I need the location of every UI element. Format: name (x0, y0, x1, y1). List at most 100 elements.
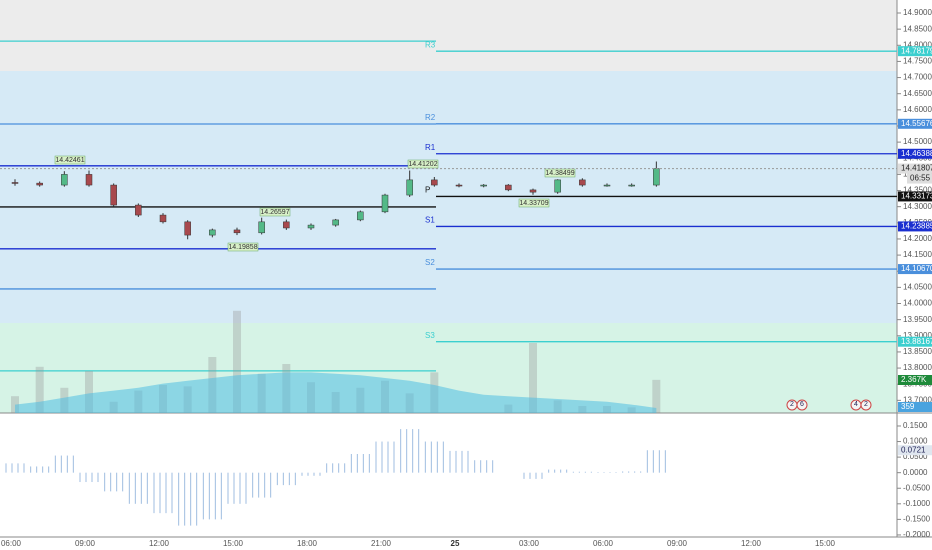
current-price-label: 14.41807 (901, 164, 932, 173)
x-tick-label: 15:00 (815, 539, 836, 548)
candle-body (85, 174, 93, 186)
pivot-price-label: 14.10670 (901, 264, 932, 273)
y-tick-label: -0.1500 (903, 514, 931, 523)
pivot-price-label: 14.78179 (901, 46, 932, 55)
pivot-price-label-box (898, 264, 932, 275)
pivot-name: P (425, 186, 430, 195)
x-tick-label: 06:00 (1, 539, 22, 548)
candle-body (455, 184, 463, 187)
volume-bar (85, 371, 94, 413)
pivot-name: S2 (425, 258, 435, 267)
candle-body (258, 221, 265, 234)
event-count: 2 (864, 401, 868, 408)
annotation-box (54, 155, 86, 165)
y-tick-label: 14.2000 (903, 234, 932, 243)
pivot-name: S1 (425, 216, 435, 225)
x-tick-label: 09:00 (667, 539, 688, 548)
y-tick-label: 14.5000 (903, 137, 932, 146)
x-tick-label: 21:00 (371, 539, 392, 548)
candle-body (579, 179, 586, 186)
countdown: 06:55 (910, 174, 931, 183)
candle-body (431, 179, 438, 186)
candle-body (36, 182, 43, 186)
y-tick-label: 14.1500 (903, 250, 932, 259)
x-tick-label: 18:00 (297, 539, 318, 548)
candle-body (11, 182, 19, 184)
y-tick-label: 0.0500 (903, 452, 928, 461)
y-tick-label: 14.3500 (903, 186, 932, 195)
candle-body (283, 221, 290, 229)
annotation-box (518, 198, 550, 208)
y-tick-label: 14.0000 (903, 299, 932, 308)
candle-body (529, 189, 537, 193)
y-tick-label: -0.2000 (903, 530, 931, 539)
candle-body (307, 224, 315, 229)
candle-body (505, 184, 512, 191)
annotation-box (259, 207, 291, 217)
volume-bar (35, 366, 44, 413)
x-tick-label: 15:00 (223, 539, 244, 548)
y-tick-label: 13.8500 (903, 347, 932, 356)
y-tick-label: 14.7000 (903, 73, 932, 82)
pivot-price-label: 14.55676 (901, 119, 932, 128)
candle-body (406, 179, 413, 196)
current-price-label-box (898, 163, 932, 174)
event-icon (860, 399, 872, 411)
y-tick-label: 14.8500 (903, 24, 932, 33)
x-tick-label: 12:00 (149, 539, 170, 548)
volume-ma-area (15, 372, 657, 413)
candle-body (603, 184, 611, 187)
pivot-price-label: 13.88167 (901, 337, 932, 346)
candle-body (135, 204, 142, 216)
pivot-price-label-box (898, 221, 932, 232)
volume-label: 2.367K (901, 375, 927, 384)
y-tick-label: 0.0000 (903, 468, 928, 477)
pivot-price-label-box (898, 148, 932, 159)
volume-bar (529, 343, 538, 413)
indicator-current-label-box (898, 445, 932, 456)
y-tick-label: 14.8000 (903, 40, 932, 49)
annotation: 14.42461 (55, 157, 84, 164)
y-tick-label: 13.8000 (903, 363, 932, 372)
candle-body (110, 184, 117, 206)
pivot-price-label: 14.33173 (901, 192, 932, 201)
y-tick-label: 13.9000 (903, 331, 932, 340)
y-tick-label: 14.9000 (903, 8, 932, 17)
volume-bar (233, 310, 242, 413)
y-tick-label: 14.3000 (903, 202, 932, 211)
y-tick-label: 13.7000 (903, 395, 932, 404)
annotation-box (227, 242, 259, 252)
event-icon (796, 399, 808, 411)
volume-ma-label: 359 (901, 402, 915, 411)
x-tick-label: 25 (451, 539, 460, 548)
annotation-box (407, 159, 439, 169)
y-tick-label: 0.1000 (903, 437, 928, 446)
pivot-price-label-box (898, 46, 932, 57)
volume-ma-label-box (898, 402, 932, 412)
pivot-price-label: 14.46388 (901, 149, 932, 158)
candle-body (184, 221, 191, 236)
candle-body (381, 194, 389, 213)
annotation: 14.38499 (545, 170, 574, 177)
pivot-price-label: 14.23885 (901, 222, 932, 231)
pivot-name: R3 (425, 40, 436, 49)
candle-body (233, 229, 241, 234)
indicator-current-label: 0.0721 (901, 445, 926, 454)
candle-body (61, 174, 68, 186)
candle-body (209, 229, 216, 236)
pivot-name: R1 (425, 143, 436, 152)
pivot-price-label-box (898, 191, 932, 202)
annotation: 14.41202 (408, 161, 437, 168)
event-count: 6 (800, 401, 804, 408)
pivot-name: S3 (425, 331, 435, 340)
band-top (0, 0, 897, 71)
pivot-price-label-box (898, 118, 932, 129)
event-count: 4 (854, 401, 858, 408)
countdown-box (907, 173, 932, 184)
volume-label-box (898, 375, 932, 385)
y-tick-label: 13.9500 (903, 315, 932, 324)
y-tick-label: 14.0500 (903, 282, 932, 291)
volume-bar (652, 379, 661, 413)
x-tick-label: 03:00 (519, 539, 540, 548)
